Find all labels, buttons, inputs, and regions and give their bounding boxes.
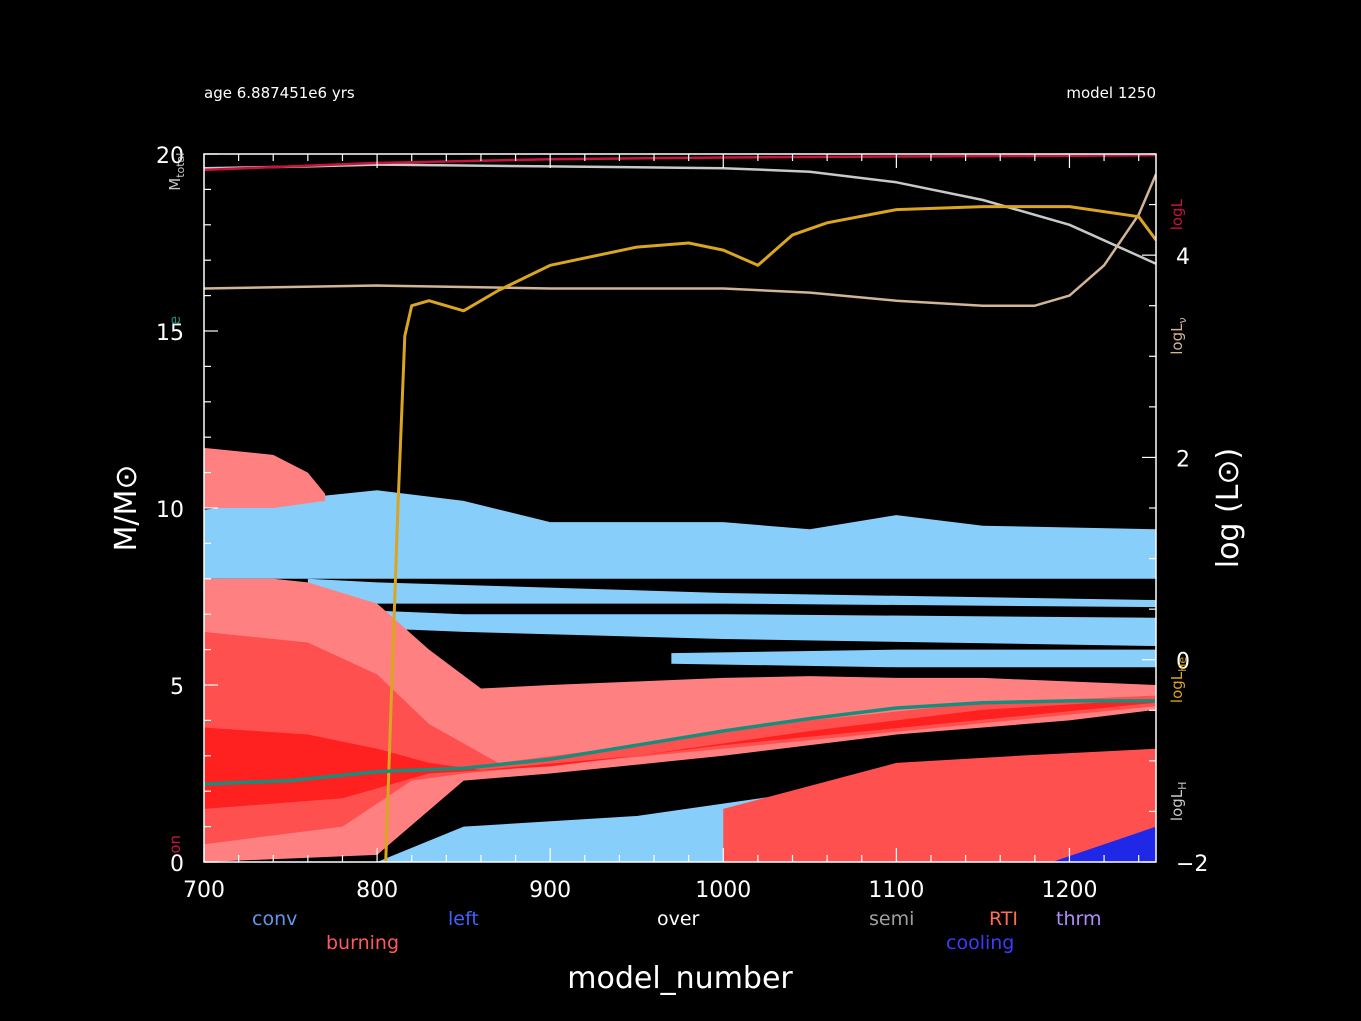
x-tick-label: 700 xyxy=(183,878,225,903)
side-label-left-2: on xyxy=(166,835,184,854)
y-left-tick-label: 10 xyxy=(156,498,184,523)
side-label-right-1: logLν xyxy=(1168,317,1189,354)
side-label-right-3: logLH xyxy=(1168,782,1189,822)
series-line-log_LHe xyxy=(384,205,1156,862)
region-burning_mid xyxy=(204,631,1156,845)
side-label-right-0: logL xyxy=(1168,198,1186,230)
region-upper_convective_zone xyxy=(204,490,1156,579)
age-label: age 6.887451e6 yrs xyxy=(204,84,355,102)
legend-over: over xyxy=(657,908,700,930)
y-right-tick-label: 4 xyxy=(1176,245,1190,270)
y-left-tick-label: 15 xyxy=(156,321,184,346)
y-left-tick-label: 5 xyxy=(170,675,184,700)
legend-burning: burning xyxy=(326,932,400,954)
y-right-axis-title: log (L⊙) xyxy=(1211,448,1246,569)
model-label: model 1250 xyxy=(1066,84,1156,102)
x-tick-label: 1200 xyxy=(1041,878,1097,903)
region-burning_outer xyxy=(204,578,1156,862)
x-axis-title: model_number xyxy=(567,961,793,996)
region-convective_shell_3 xyxy=(377,610,1156,647)
region-burning_core_cap xyxy=(204,447,326,508)
legend-conv: conv xyxy=(252,908,298,930)
series-line-log_Lnu xyxy=(204,173,1156,307)
region-convective_shell_2 xyxy=(307,578,1156,608)
y-right-tick-label: 0 xyxy=(1176,650,1190,675)
region-convective_shell_4 xyxy=(671,649,1156,668)
y-left-axis-title: M/M⊙ xyxy=(109,464,144,551)
legend-rti: RTI xyxy=(989,908,1019,930)
region-cooling_patch xyxy=(1052,826,1156,862)
legend-semi: semi xyxy=(869,908,915,930)
side-label-right-2: logLHe xyxy=(1168,657,1189,704)
x-tick-label: 800 xyxy=(356,878,398,903)
region-burning_core xyxy=(204,699,1156,809)
y-right-tick-label: −2 xyxy=(1176,852,1208,877)
legend-cooling: cooling xyxy=(946,932,1015,954)
x-tick-label: 900 xyxy=(529,878,571,903)
y-right-tick-label: 2 xyxy=(1176,447,1190,472)
legend-left: left xyxy=(448,908,479,930)
legend-thrm: thrm xyxy=(1056,908,1102,930)
region-lower_burning_shell xyxy=(723,748,1156,862)
plot-content xyxy=(204,154,1156,862)
x-tick-label: 1100 xyxy=(868,878,924,903)
y-left-tick-label: 0 xyxy=(170,852,184,877)
y-left-tick-label: 20 xyxy=(156,144,184,169)
series-line-he_core_mass xyxy=(204,699,1156,786)
x-tick-label: 1000 xyxy=(695,878,751,903)
side-label-left-0: Mtotal xyxy=(166,153,187,191)
side-label-left-1: e xyxy=(166,316,184,325)
series-line-M_total xyxy=(204,163,1156,265)
